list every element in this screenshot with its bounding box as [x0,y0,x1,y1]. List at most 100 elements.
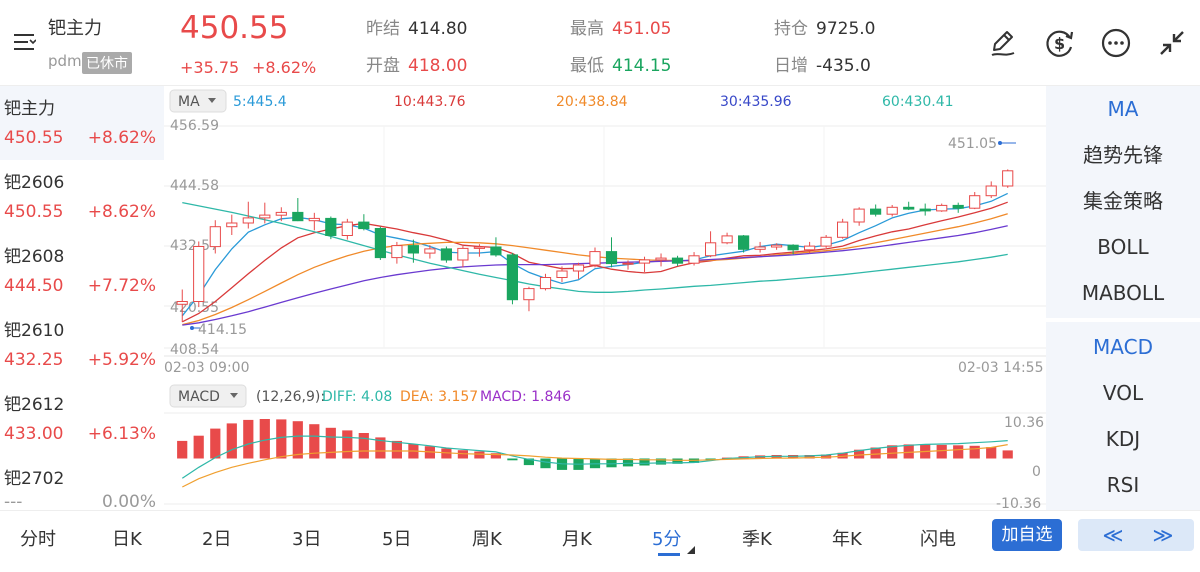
macd-selector[interactable] [169,384,247,408]
candle-body [193,246,205,302]
candle-body [506,254,518,301]
candle-body [209,226,221,248]
contract-item[interactable]: 钯2610 432.25 +5.92% [0,308,164,382]
candle-body [226,222,238,228]
tab-5day[interactable]: 5日 [382,529,412,550]
contract-item[interactable]: 钯2612 433.00 +6.13% [0,382,164,456]
macd-bar [457,450,468,459]
svg-text:$: $ [1054,34,1065,53]
macd-value: MACD: 1.846 [480,389,571,405]
tab-5min[interactable]: 5分 [652,529,682,550]
candle-body [771,244,783,248]
high-marker: 451.05 [948,136,1016,152]
indicator-ma[interactable]: MA [1107,97,1139,121]
period-tabs: 分时 日K 2日 3日 5日 周K 月K 5分 季K 年K 闪电 加自选 ≪ ≫ [0,510,1200,572]
macd-bar [276,419,287,459]
indicator-boll[interactable]: BOLL [1097,235,1149,259]
dollar-exchange-icon[interactable]: $ [1043,26,1077,60]
contract-item[interactable]: 钯主力 450.55 +8.62% [0,86,164,160]
ma10-value: 10:443.76 [394,94,466,110]
kline-chart[interactable]: MA 5:445.4 10:443.76 20:438.84 30:435.96… [164,86,1046,512]
contract-pct: +5.92% [87,350,156,370]
indicator-kdj[interactable]: KDJ [1105,427,1141,451]
candle-body [853,208,865,223]
price-change: +35.75 [180,58,240,77]
contract-price: 450.55 [4,202,64,222]
contract-price: 450.55 [4,128,64,148]
time-end-label: 02-03 14:55 [958,360,1043,376]
indicator-vol[interactable]: VOL [1102,381,1144,405]
candle-body [242,217,254,224]
candle-body [358,221,370,230]
next-button[interactable]: ≫ [1132,519,1194,551]
tab-daily[interactable]: 日K [112,529,142,550]
tab-monthly[interactable]: 月K [562,529,592,550]
macd-bar [325,427,336,459]
instrument-code: pdm [48,52,82,70]
contract-name: 钯主力 [4,99,55,119]
stat-open: 开盘 418.00 [366,51,467,76]
candle-body [738,235,750,250]
tab-intraday[interactable]: 分时 [20,529,56,550]
shrink-icon[interactable] [1155,26,1189,60]
more-icon[interactable] [1099,26,1133,60]
candle-body [325,217,337,236]
edit-icon[interactable] [986,26,1020,60]
tab-quarterly[interactable]: 季K [742,529,772,550]
ma20-value: 20:438.84 [556,94,628,110]
candle-body [721,235,733,244]
tab-2day[interactable]: 2日 [202,529,232,550]
stat-oi-change: 日增 -435.0 [774,51,871,76]
add-to-watchlist-button[interactable]: 加自选 [992,519,1062,551]
contract-item[interactable]: 钯2702 --- 0.00% [0,456,164,512]
contract-item[interactable]: 钯2606 450.55 +8.62% [0,160,164,234]
indicator-rsi[interactable]: RSI [1106,473,1140,497]
stat-prev-close: 昨结 414.80 [366,14,467,39]
stat-value: -435.0 [816,56,871,76]
macd-bar [391,440,402,459]
ma5-value: 5:445.4 [233,94,287,110]
candle-body [457,247,469,261]
candles [176,169,1014,323]
candle-body [688,255,700,264]
candle-body [275,211,287,216]
macd-bar [441,448,452,459]
candle-body [490,246,502,256]
macd-bar [837,452,848,459]
tab-3day[interactable]: 3日 [292,529,322,550]
macd-bar [870,447,881,459]
tab-lightning[interactable]: 闪电 [920,529,956,550]
caret-down-icon [208,98,216,103]
stat-low: 最低 414.15 [570,51,671,76]
tab-yearly[interactable]: 年K [832,529,862,550]
contract-price: 432.25 [4,350,64,370]
macd-bar [523,458,534,466]
candle-body [308,217,320,222]
candle-body [605,251,618,265]
candle-body [176,301,188,305]
stat-open-interest: 持仓 9725.0 [774,14,875,39]
indicator-macd[interactable]: MACD [1093,335,1153,359]
contract-name: 钯2606 [4,173,65,193]
indicator-strategy[interactable]: 集金策略 [1083,189,1163,213]
macd-diff: DIFF: 4.08 [322,389,392,405]
ma-selector[interactable] [169,89,227,113]
caret-icon [687,546,695,554]
ma-selector-label: MA [178,94,200,110]
macd-bar [210,428,221,459]
filter-menu-icon[interactable] [12,32,36,52]
macd-bar [639,458,650,466]
tab-weekly[interactable]: 周K [472,529,502,550]
candle-body [820,236,832,247]
contract-pct: +7.72% [87,276,156,296]
contract-name: 钯2612 [4,395,65,415]
indicator-trend[interactable]: 趋势先锋 [1083,143,1163,167]
indicator-maboll[interactable]: MABOLL [1081,281,1165,305]
candle-body [969,195,981,209]
chart-area[interactable]: MA 5:445.4 10:443.76 20:438.84 30:435.96… [164,86,1046,512]
macd-bar [969,445,980,459]
candle-body [572,264,585,272]
contract-item[interactable]: 钯2608 444.50 +7.72% [0,234,164,308]
contract-name: 钯2702 [4,469,65,489]
stat-label: 最高 [570,19,604,39]
